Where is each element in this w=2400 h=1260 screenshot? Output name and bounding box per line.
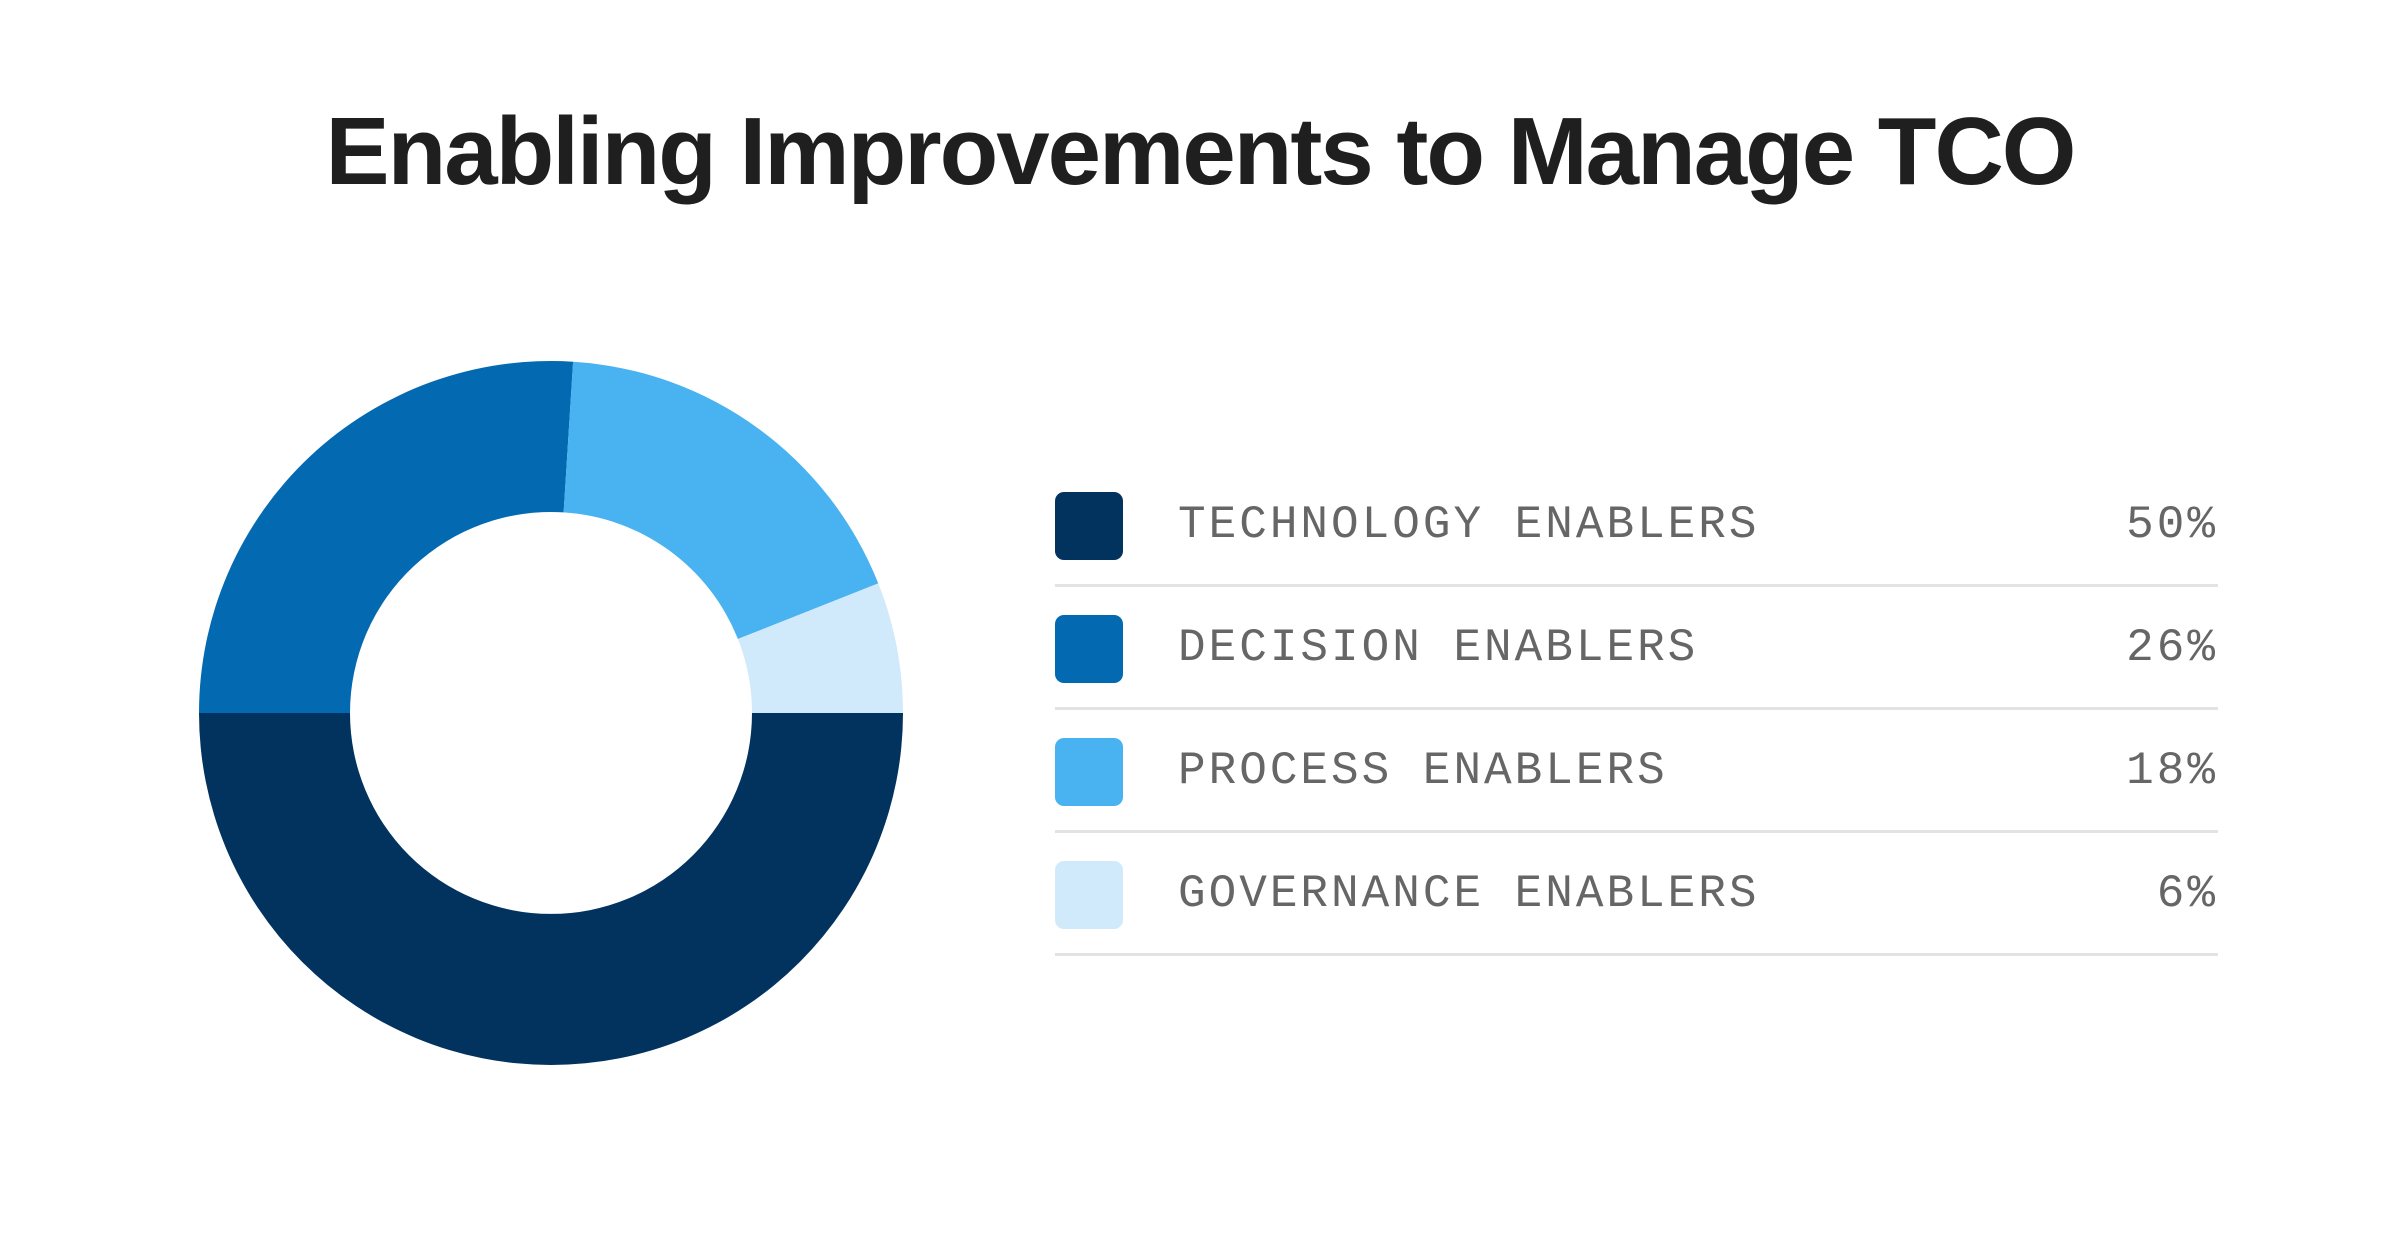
donut-slices <box>199 361 903 1065</box>
legend-label: DECISION ENABLERS <box>1178 622 1699 674</box>
legend-value: 18% <box>2126 745 2218 797</box>
slice-decision <box>199 361 574 713</box>
slice-technology <box>199 713 903 1065</box>
legend-swatch <box>1055 861 1123 929</box>
legend-label: TECHNOLOGY ENABLERS <box>1178 499 1760 551</box>
legend-row-process: PROCESS ENABLERS 18% <box>1055 710 2218 833</box>
legend-value: 26% <box>2126 622 2218 674</box>
chart-legend: TECHNOLOGY ENABLERS 50% DECISION ENABLER… <box>1055 464 2218 956</box>
legend-label: PROCESS ENABLERS <box>1178 745 1668 797</box>
legend-swatch <box>1055 738 1123 806</box>
legend-row-governance: GOVERNANCE ENABLERS 6% <box>1055 833 2218 956</box>
legend-label: GOVERNANCE ENABLERS <box>1178 868 1760 920</box>
slice-process <box>563 361 879 640</box>
legend-swatch <box>1055 615 1123 683</box>
chart-title: Enabling Improvements to Manage TCO <box>325 98 2077 205</box>
legend-row-technology: TECHNOLOGY ENABLERS 50% <box>1055 464 2218 587</box>
slice-governance <box>737 583 903 713</box>
legend-value: 6% <box>2156 868 2218 920</box>
legend-row-decision: DECISION ENABLERS 26% <box>1055 587 2218 710</box>
legend-swatch <box>1055 492 1123 560</box>
legend-value: 50% <box>2126 499 2218 551</box>
